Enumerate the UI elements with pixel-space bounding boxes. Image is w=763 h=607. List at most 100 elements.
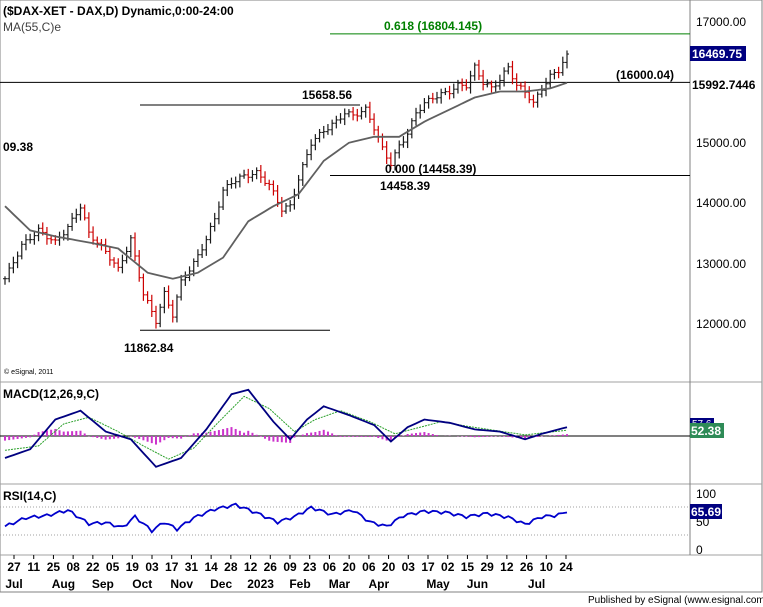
ohlc-bar xyxy=(346,109,351,118)
ohlc-bar xyxy=(170,299,175,323)
ohlc-bar xyxy=(397,140,402,159)
ohlc-bar xyxy=(565,50,569,69)
x-tick-label: 17 xyxy=(165,560,179,574)
ohlc-bar xyxy=(162,287,167,314)
x-tick-label: 02 xyxy=(441,560,455,574)
ohlc-bar xyxy=(300,161,305,186)
ohlc-bar xyxy=(476,59,481,81)
ohlc-bar xyxy=(472,62,477,81)
x-month-label: Aug xyxy=(52,577,75,591)
x-tick-label: 31 xyxy=(185,560,199,574)
fib-000-label: 0.000 (14458.39) xyxy=(385,162,476,176)
fib-618-label: 0.618 (16804.145) xyxy=(384,19,482,33)
ohlc-bar xyxy=(506,62,511,75)
macd-value-badge xyxy=(690,423,724,438)
ohlc-bar xyxy=(267,179,272,191)
ohlc-bar xyxy=(254,167,259,180)
support-level-label: (16000.04) xyxy=(616,68,674,82)
ma-value-label: 15992.7446 xyxy=(692,78,756,92)
symbol-title: ($DAX-XET - DAX,D) Dynamic,0:00-24:00 xyxy=(3,4,234,18)
ytick-17000: 17000.00 xyxy=(696,15,746,29)
ohlc-bar xyxy=(502,67,507,87)
x-tick-label: 25 xyxy=(47,560,61,574)
macd-title: MACD(12,26,9,C) xyxy=(3,387,99,401)
chart-frame xyxy=(0,0,763,593)
ohlc-bar xyxy=(330,119,335,136)
ohlc-bar xyxy=(451,83,456,99)
ohlc-bar xyxy=(258,164,263,183)
ohlc-bar xyxy=(388,152,393,170)
ohlc-bar xyxy=(153,305,158,329)
ytick-12000: 12000.00 xyxy=(696,317,746,331)
ohlc-bar xyxy=(200,243,205,259)
x-tick-label: 12 xyxy=(244,560,258,574)
rsi-tick-0: 0 xyxy=(696,543,703,557)
ohlc-bar xyxy=(443,87,448,96)
ohlc-bar xyxy=(32,231,37,245)
ohlc-bar xyxy=(158,303,163,328)
ohlc-bar xyxy=(334,115,339,129)
publisher-footer: Published by eSignal (www.esignal.com) xyxy=(588,595,763,606)
ohlc-bar xyxy=(426,95,431,109)
ohlc-bar xyxy=(342,108,347,126)
ohlc-bar xyxy=(225,180,230,197)
rsi-value-badge xyxy=(690,504,722,519)
x-tick-label: 11 xyxy=(27,560,40,574)
ohlc-bar xyxy=(91,226,96,245)
x-month-label: Jun xyxy=(467,577,488,591)
ytick-15000: 15000.00 xyxy=(696,136,746,150)
ohlc-bar xyxy=(418,104,423,119)
ohlc-bar xyxy=(422,98,427,114)
x-tick-label: 24 xyxy=(559,560,573,574)
ohlc-bar xyxy=(372,113,377,136)
ohlc-bar xyxy=(3,276,7,285)
ohlc-bar xyxy=(481,69,486,91)
x-tick-label: 17 xyxy=(421,560,435,574)
ohlc-bar xyxy=(384,141,389,165)
ohlc-bar xyxy=(430,92,435,104)
rsi-title: RSI(14,C) xyxy=(3,489,56,503)
ohlc-bar xyxy=(145,291,150,304)
ohlc-bar xyxy=(359,106,364,120)
x-month-label: 2023 xyxy=(247,577,274,591)
ohlc-bar xyxy=(455,79,460,94)
x-tick-label: 27 xyxy=(7,560,21,574)
ohlc-bar xyxy=(355,108,360,122)
ohlc-bar xyxy=(460,78,465,92)
ohlc-bar xyxy=(535,91,540,108)
ohlc-bar xyxy=(288,200,293,212)
x-tick-label: 06 xyxy=(323,560,337,574)
x-tick-label: 03 xyxy=(402,560,416,574)
price-level-lines xyxy=(0,33,690,331)
x-month-label: Mar xyxy=(329,577,351,591)
x-tick-label: 23 xyxy=(303,560,317,574)
rsi-line xyxy=(4,502,568,534)
ohlc-bar xyxy=(179,274,184,301)
ohlc-bar xyxy=(338,113,343,124)
ohlc-bar xyxy=(107,246,112,266)
ohlc-bar xyxy=(195,249,200,267)
ohlc-bar xyxy=(19,241,24,260)
ohlc-bar xyxy=(141,273,146,301)
ohlc-bar xyxy=(74,208,79,223)
ohlc-bar xyxy=(531,94,536,108)
x-tick-label: 20 xyxy=(382,560,396,574)
ohlc-bar xyxy=(174,294,179,323)
x-month-label: Nov xyxy=(170,577,193,591)
ohlc-bar xyxy=(393,149,398,171)
ohlc-bar xyxy=(149,294,154,318)
ohlc-bar xyxy=(11,256,16,274)
ohlc-bar xyxy=(321,125,326,139)
swing-high-label: 15658.56 xyxy=(302,88,352,102)
ohlc-bar xyxy=(271,180,276,196)
ohlc-bar xyxy=(485,79,490,88)
ohlc-bar xyxy=(82,204,87,221)
ohlc-bar xyxy=(86,212,91,238)
ohlc-bar xyxy=(166,285,171,309)
ohlc-bar xyxy=(510,60,515,85)
rsi-tick-100: 100 xyxy=(696,487,716,501)
x-tick-label: 03 xyxy=(145,560,159,574)
x-tick-label: 26 xyxy=(520,560,534,574)
ohlc-bar xyxy=(23,234,28,251)
ohlc-bar xyxy=(112,257,117,268)
